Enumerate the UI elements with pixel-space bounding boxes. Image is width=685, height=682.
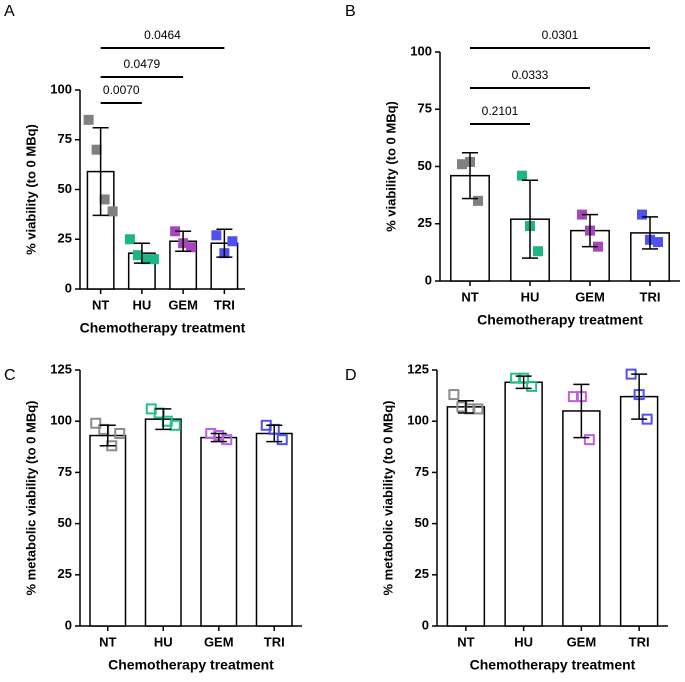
x-tick-label: TRI xyxy=(264,634,285,649)
x-tick-label: GEM xyxy=(575,289,605,304)
y-tick-label: 50 xyxy=(418,158,432,173)
data-point xyxy=(132,250,143,261)
data-point xyxy=(517,170,527,181)
y-tick-label: 0 xyxy=(65,280,72,295)
p-value: 0.0479 xyxy=(124,57,161,71)
y-tick-label: 125 xyxy=(50,361,72,376)
p-value: 0.0301 xyxy=(542,28,579,42)
y-tick-label: 75 xyxy=(58,464,72,479)
x-tick-label: HU xyxy=(521,289,540,304)
y-tick-label: 100 xyxy=(410,43,432,58)
y-axis-label: % viability (to 0 MBq) xyxy=(383,101,398,232)
bar xyxy=(255,432,293,627)
bar xyxy=(144,418,182,627)
panel-label: A xyxy=(4,3,15,20)
data-point xyxy=(533,246,543,257)
bar xyxy=(200,436,238,627)
x-tick-label: GEM xyxy=(168,297,198,312)
y-tick-label: 100 xyxy=(407,413,429,428)
y-tick-label: 125 xyxy=(407,361,429,376)
y-tick-label: 100 xyxy=(50,81,72,96)
bar xyxy=(504,381,543,627)
data-point xyxy=(124,234,135,245)
data-point xyxy=(186,242,197,253)
data-point xyxy=(140,254,151,265)
data-point xyxy=(148,254,159,265)
panel-label: B xyxy=(345,3,356,20)
y-tick-label: 25 xyxy=(58,566,72,581)
y-tick-label: 100 xyxy=(50,413,72,428)
x-tick-label: NT xyxy=(457,634,474,649)
data-point xyxy=(276,434,288,446)
y-axis-label: % metabolic viability (to 0 MBq) xyxy=(23,400,38,595)
data-point xyxy=(457,159,467,170)
data-point xyxy=(91,144,102,155)
data-point xyxy=(221,434,233,446)
x-tick-label: TRI xyxy=(640,289,661,304)
panel-label: C xyxy=(4,367,16,384)
panel-label: D xyxy=(345,367,357,384)
x-axis-label: Chemotherapy treatment xyxy=(108,657,274,673)
p-value: 0.0070 xyxy=(103,83,140,97)
y-tick-label: 0 xyxy=(422,617,429,632)
data-point xyxy=(90,417,102,429)
y-tick-label: 75 xyxy=(58,131,72,146)
x-tick-label: GEM xyxy=(567,634,597,649)
y-axis-label: % metabolic viability (to 0 MBq) xyxy=(380,400,395,595)
data-point xyxy=(99,194,110,205)
x-axis-label: Chemotherapy treatment xyxy=(80,320,246,336)
y-tick-label: 25 xyxy=(58,231,72,246)
p-value: 0.0333 xyxy=(512,68,549,82)
x-axis-label: Chemotherapy treatment xyxy=(470,657,636,673)
x-tick-label: TRI xyxy=(214,297,235,312)
bar xyxy=(450,174,490,282)
bar xyxy=(619,395,659,627)
x-tick-label: HU xyxy=(154,634,173,649)
data-point xyxy=(637,209,647,220)
y-tick-label: 25 xyxy=(418,215,432,230)
data-point xyxy=(169,419,181,431)
x-tick-label: NT xyxy=(99,634,116,649)
bar xyxy=(446,406,486,627)
data-point xyxy=(211,230,222,241)
x-axis-label: Chemotherapy treatment xyxy=(477,312,643,328)
data-point xyxy=(114,427,126,439)
data-point xyxy=(526,380,538,392)
x-tick-label: TRI xyxy=(629,634,650,649)
y-tick-label: 0 xyxy=(425,272,432,287)
y-tick-label: 50 xyxy=(58,515,72,530)
data-point xyxy=(583,434,595,446)
x-tick-label: NT xyxy=(92,297,109,312)
y-tick-label: 50 xyxy=(415,515,429,530)
y-tick-label: 50 xyxy=(58,181,72,196)
x-tick-label: GEM xyxy=(204,634,234,649)
data-point xyxy=(107,206,118,217)
x-tick-label: HU xyxy=(514,634,533,649)
p-value: 0.0464 xyxy=(144,28,181,42)
data-point xyxy=(227,236,238,247)
data-point xyxy=(83,114,94,125)
data-point xyxy=(473,195,483,206)
bar xyxy=(89,434,127,627)
p-value: 0.2101 xyxy=(482,104,519,118)
data-point xyxy=(472,403,484,415)
data-point xyxy=(448,389,460,401)
data-point xyxy=(653,237,663,248)
y-axis-label: % viability (to 0 MBq) xyxy=(23,124,38,255)
y-tick-label: 75 xyxy=(418,101,432,116)
x-tick-label: NT xyxy=(461,289,478,304)
y-tick-label: 25 xyxy=(415,566,429,581)
x-tick-label: HU xyxy=(132,297,151,312)
y-tick-label: 75 xyxy=(415,464,429,479)
y-tick-label: 0 xyxy=(65,617,72,632)
